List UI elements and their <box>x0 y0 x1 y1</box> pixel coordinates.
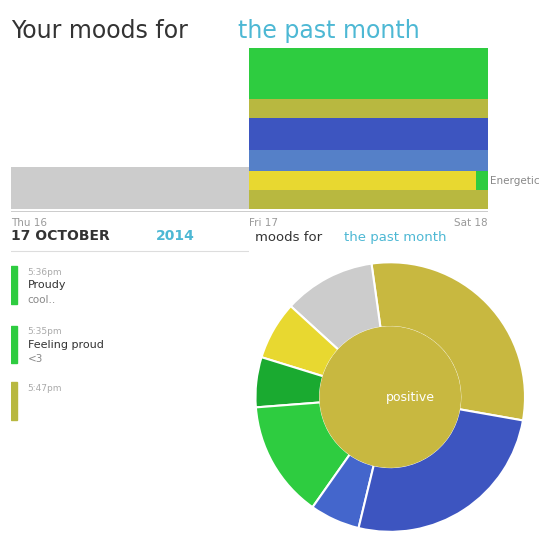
Bar <box>249 171 476 190</box>
Wedge shape <box>313 454 374 528</box>
Text: positive: positive <box>386 391 435 404</box>
Text: <3: <3 <box>28 354 43 364</box>
Text: 5:36pm: 5:36pm <box>28 268 62 277</box>
Text: moods for: moods for <box>255 231 326 244</box>
Wedge shape <box>371 262 525 421</box>
Bar <box>11 382 17 420</box>
Text: 17 OCTOBER: 17 OCTOBER <box>11 229 114 243</box>
Bar <box>11 166 249 209</box>
Circle shape <box>320 327 460 467</box>
Wedge shape <box>291 264 380 350</box>
Text: Your moods for: Your moods for <box>11 19 195 43</box>
Text: Fri 17: Fri 17 <box>249 218 279 228</box>
Bar <box>249 150 488 171</box>
Wedge shape <box>255 357 323 407</box>
Wedge shape <box>261 306 339 376</box>
Text: Proudy: Proudy <box>28 281 66 290</box>
Bar <box>249 118 488 150</box>
Text: Feeling proud: Feeling proud <box>28 340 104 350</box>
Text: the past month: the past month <box>344 231 447 244</box>
Wedge shape <box>359 409 523 532</box>
Bar <box>249 48 488 99</box>
Text: Thu 16: Thu 16 <box>11 218 47 228</box>
Text: Energetic: Energetic <box>490 176 540 186</box>
Bar <box>249 99 488 118</box>
Text: Sat 18: Sat 18 <box>454 218 488 228</box>
Text: 5:35pm: 5:35pm <box>28 327 62 336</box>
Bar <box>476 171 488 190</box>
Text: 2014: 2014 <box>156 229 195 243</box>
Text: 5:47pm: 5:47pm <box>28 384 62 393</box>
Bar <box>11 267 17 304</box>
Wedge shape <box>256 403 350 507</box>
Bar <box>11 326 17 363</box>
Text: cool..: cool.. <box>28 295 56 305</box>
Bar <box>249 190 488 209</box>
Text: the past month: the past month <box>238 19 420 43</box>
